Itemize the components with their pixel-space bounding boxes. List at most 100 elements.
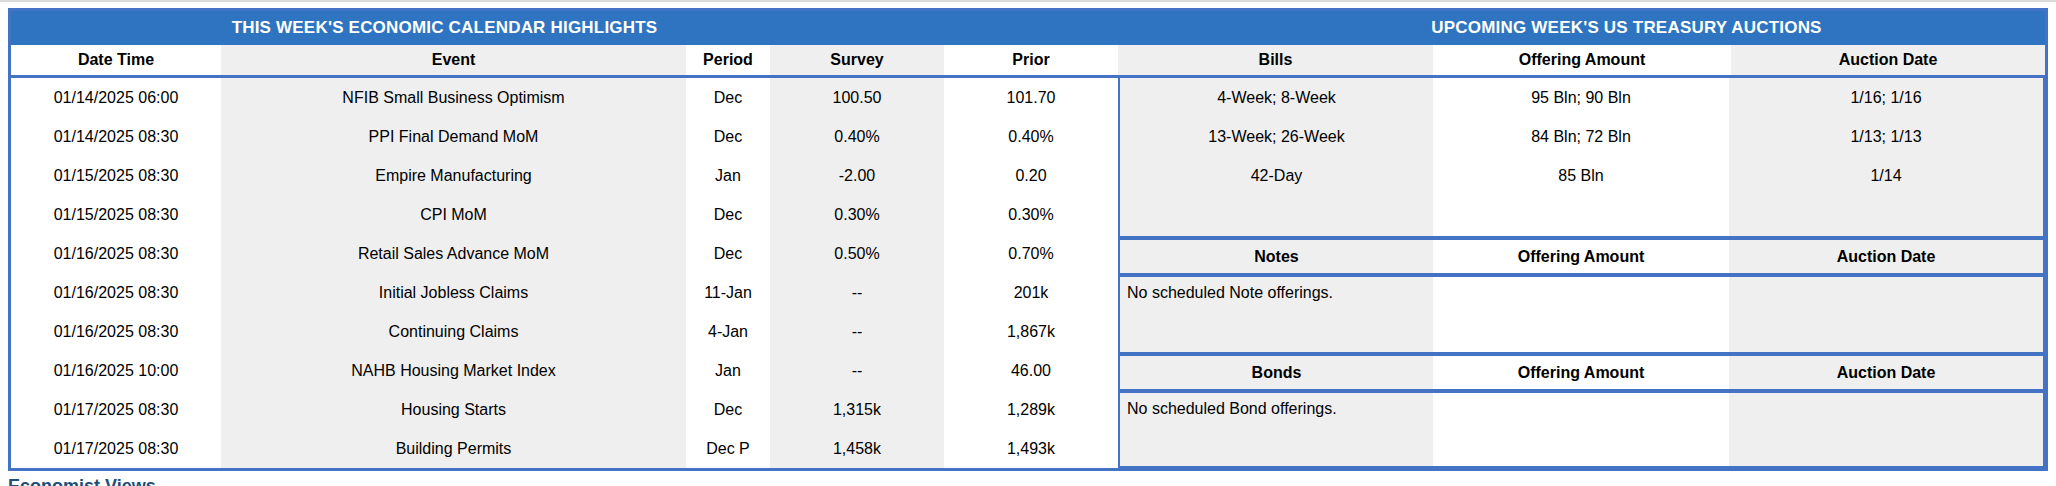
header-auction-date: Auction Date (1729, 240, 2043, 273)
bills-table: 4-Week; 8-Week 95 Bln; 90 Bln 1/16; 1/16… (1118, 78, 2045, 238)
cell-auction-date: 1/14 (1729, 156, 2043, 195)
notes-header-row: Notes Offering Amount Auction Date (1118, 238, 2045, 275)
cell-survey: -2.00 (770, 156, 944, 195)
cell-survey: -- (770, 312, 944, 351)
cell-date-time: 01/16/2025 10:00 (11, 351, 221, 390)
calendar-title: THIS WEEK'S ECONOMIC CALENDAR HIGHLIGHTS (11, 18, 1118, 38)
cell-survey: 1,458k (770, 429, 944, 468)
cell-event: NAHB Housing Market Index (221, 351, 686, 390)
cell-date-time: 01/16/2025 08:30 (11, 312, 221, 351)
header-auction-date: Auction Date (1731, 45, 2045, 75)
header-auction-date: Auction Date (1729, 356, 2043, 389)
cell-prior: 0.30% (944, 195, 1118, 234)
header-notes: Notes (1120, 240, 1433, 273)
header-event: Event (221, 45, 686, 75)
table-row: 4-Week; 8-Week 95 Bln; 90 Bln 1/16; 1/16 (1120, 78, 2043, 117)
table-row: 01/16/2025 08:30 Initial Jobless Claims … (11, 273, 1118, 312)
cell-date-time: 01/15/2025 08:30 (11, 156, 221, 195)
table-row: 01/14/2025 08:30 PPI Final Demand MoM De… (11, 117, 1118, 156)
cell-event: Continuing Claims (221, 312, 686, 351)
cell-offering-amount: 95 Bln; 90 Bln (1433, 78, 1729, 117)
cell-prior: 0.70% (944, 234, 1118, 273)
header-offering-amount: Offering Amount (1433, 240, 1729, 273)
cell-survey: -- (770, 273, 944, 312)
table-row: 01/16/2025 10:00 NAHB Housing Market Ind… (11, 351, 1118, 390)
table-row: 01/14/2025 06:00 NFIB Small Business Opt… (11, 78, 1118, 117)
cell-period: Dec (686, 234, 770, 273)
cell-prior: 46.00 (944, 351, 1118, 390)
cell-period: Jan (686, 156, 770, 195)
bonds-table: No scheduled Bond offerings. (1118, 391, 2045, 468)
cell-bill-type: 4-Week; 8-Week (1120, 78, 1433, 117)
cell-period: Dec (686, 117, 770, 156)
cell-auction-date: 1/16; 1/16 (1729, 78, 2043, 117)
header-offering-amount: Offering Amount (1433, 45, 1731, 75)
table-row: 01/16/2025 08:30 Retail Sales Advance Mo… (11, 234, 1118, 273)
header-bills: Bills (1118, 45, 1433, 75)
column-header-row: Date Time Event Period Survey Prior Bill… (11, 45, 2045, 78)
cell-period: 4-Jan (686, 312, 770, 351)
cell-period: Dec (686, 78, 770, 117)
cell-survey: 100.50 (770, 78, 944, 117)
cell-auction-date: 1/13; 1/13 (1729, 117, 2043, 156)
auctions-title: UPCOMING WEEK'S US TREASURY AUCTIONS (1118, 18, 2045, 38)
table-row: 01/15/2025 08:30 CPI MoM Dec 0.30% 0.30% (11, 195, 1118, 234)
cell-event: NFIB Small Business Optimism (221, 78, 686, 117)
economic-calendar-sheet: THIS WEEK'S ECONOMIC CALENDAR HIGHLIGHTS… (8, 8, 2048, 471)
empty-row (1120, 195, 2043, 236)
cell-offering-amount: 85 Bln (1433, 156, 1729, 195)
cell-prior: 0.40% (944, 117, 1118, 156)
cell-date-time: 01/16/2025 08:30 (11, 273, 221, 312)
cell-event: Empire Manufacturing (221, 156, 686, 195)
table-row: 01/17/2025 08:30 Housing Starts Dec 1,31… (11, 390, 1118, 429)
cell-date-time: 01/14/2025 08:30 (11, 117, 221, 156)
bonds-header-row: Bonds Offering Amount Auction Date (1118, 354, 2045, 391)
cell-event: Building Permits (221, 429, 686, 468)
cell-survey: 0.30% (770, 195, 944, 234)
table-row: 01/15/2025 08:30 Empire Manufacturing Ja… (11, 156, 1118, 195)
header-period: Period (686, 45, 770, 75)
cell-date-time: 01/17/2025 08:30 (11, 390, 221, 429)
title-bar: THIS WEEK'S ECONOMIC CALENDAR HIGHLIGHTS… (11, 11, 2045, 45)
cell-event: Retail Sales Advance MoM (221, 234, 686, 273)
header-survey: Survey (770, 45, 944, 75)
header-prior: Prior (944, 45, 1118, 75)
notes-table: No scheduled Note offerings. (1118, 275, 2045, 354)
header-date-time: Date Time (11, 45, 221, 75)
treasury-auctions-panel: 4-Week; 8-Week 95 Bln; 90 Bln 1/16; 1/16… (1118, 78, 2045, 468)
cell-survey: 1,315k (770, 390, 944, 429)
cell-period: 11-Jan (686, 273, 770, 312)
cell-date-time: 01/14/2025 06:00 (11, 78, 221, 117)
cell-prior: 1,867k (944, 312, 1118, 351)
cell-event: Housing Starts (221, 390, 686, 429)
footer-section-title: Economist Views (8, 476, 156, 486)
bonds-message: No scheduled Bond offerings. (1127, 400, 1337, 418)
page-top-divider (0, 0, 2056, 2)
cell-prior: 0.20 (944, 156, 1118, 195)
table-row: 13-Week; 26-Week 84 Bln; 72 Bln 1/13; 1/… (1120, 117, 2043, 156)
table-row: 01/17/2025 08:30 Building Permits Dec P … (11, 429, 1118, 468)
cell-date-time: 01/16/2025 08:30 (11, 234, 221, 273)
table-row: 01/16/2025 08:30 Continuing Claims 4-Jan… (11, 312, 1118, 351)
cell-date-time: 01/17/2025 08:30 (11, 429, 221, 468)
tables-content: 01/14/2025 06:00 NFIB Small Business Opt… (11, 78, 2045, 468)
cell-survey: -- (770, 351, 944, 390)
cell-prior: 1,493k (944, 429, 1118, 468)
cell-period: Dec (686, 390, 770, 429)
header-bonds: Bonds (1120, 356, 1433, 389)
cell-prior: 101.70 (944, 78, 1118, 117)
cell-period: Dec (686, 195, 770, 234)
cell-prior: 201k (944, 273, 1118, 312)
cell-event: Initial Jobless Claims (221, 273, 686, 312)
cell-survey: 0.50% (770, 234, 944, 273)
cell-prior: 1,289k (944, 390, 1118, 429)
cell-bill-type: 13-Week; 26-Week (1120, 117, 1433, 156)
cell-survey: 0.40% (770, 117, 944, 156)
table-row: 42-Day 85 Bln 1/14 (1120, 156, 2043, 195)
cell-event: PPI Final Demand MoM (221, 117, 686, 156)
cell-period: Dec P (686, 429, 770, 468)
notes-message: No scheduled Note offerings. (1127, 284, 1333, 302)
cell-bill-type: 42-Day (1120, 156, 1433, 195)
calendar-table: 01/14/2025 06:00 NFIB Small Business Opt… (11, 78, 1118, 468)
cell-offering-amount: 84 Bln; 72 Bln (1433, 117, 1729, 156)
